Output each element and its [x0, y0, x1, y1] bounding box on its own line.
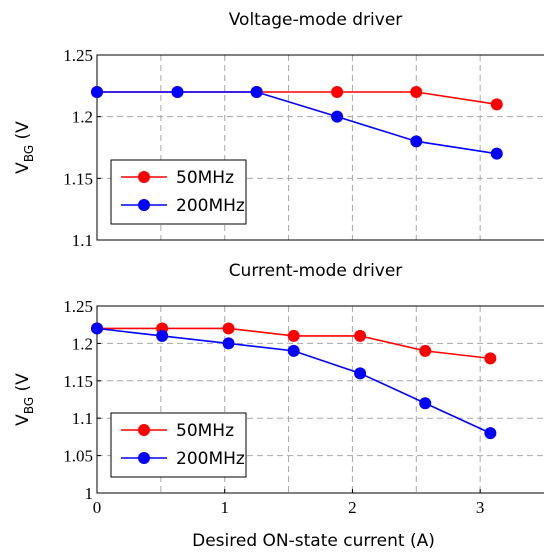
y-axis-label-tail: (V	[13, 121, 33, 145]
plot-frame	[96, 54, 544, 241]
plot-frame	[96, 305, 544, 494]
y-axis-label-main: V	[13, 162, 33, 174]
legend: 50MHz 200MHz	[110, 159, 247, 225]
data-point	[410, 135, 423, 148]
y-axis-label-sub: BG	[22, 145, 36, 162]
legend-box	[110, 159, 247, 225]
data-point	[484, 427, 497, 440]
chart-title: Voltage-mode driver	[229, 10, 403, 30]
data-point	[354, 367, 367, 380]
y-tick-label: 1.1	[72, 409, 93, 428]
y-axis-label-tail: (V	[13, 373, 33, 397]
data-point	[354, 329, 367, 342]
y-tick-label: 1.05	[63, 447, 93, 466]
legend-box	[110, 412, 247, 478]
data-point	[490, 147, 503, 160]
y-tick-label: 1.15	[63, 169, 93, 188]
data-point	[171, 86, 184, 98]
legend-label: 200MHz	[176, 449, 245, 469]
data-point	[222, 322, 235, 335]
series-line-50MHz	[97, 91, 497, 106]
legend: 50MHz 200MHz	[110, 412, 247, 478]
x-tick-label: 2	[348, 498, 357, 517]
data-point	[222, 337, 235, 350]
x-tick-label: 0	[93, 498, 102, 517]
legend-swatch-marker	[138, 171, 150, 183]
legend-label: 50MHz	[176, 421, 234, 441]
data-point	[91, 322, 103, 335]
y-axis-label: VBG (V	[13, 121, 36, 174]
y-tick-label: 1.2	[72, 334, 93, 353]
data-point	[156, 329, 169, 342]
data-point	[91, 86, 103, 98]
legend-swatch-marker	[138, 199, 150, 211]
y-tick-label: 1.25	[63, 46, 93, 65]
data-point	[287, 329, 300, 342]
x-axis-label: Desired ON-state current (A)	[192, 531, 435, 551]
x-tick-label: 3	[476, 498, 485, 517]
legend-swatch-marker	[138, 452, 150, 464]
y-tick-label: 1	[85, 484, 94, 503]
y-axis-label-sub: BG	[22, 397, 36, 414]
y-tick-label: 1.25	[63, 297, 93, 316]
data-point	[287, 344, 300, 357]
y-tick-label: 1.2	[72, 108, 93, 127]
chart-title: Current-mode driver	[229, 261, 403, 281]
data-point	[419, 397, 432, 410]
x-tick-label: 1	[220, 498, 229, 517]
legend-label: 200MHz	[176, 196, 245, 216]
data-point	[331, 110, 344, 123]
data-point	[331, 86, 344, 98]
series-line-200MHz	[97, 91, 497, 155]
data-point	[484, 352, 497, 365]
data-point	[490, 98, 503, 111]
y-tick-label: 1.1	[72, 231, 93, 250]
y-axis-label-main: V	[13, 414, 33, 426]
chart-panel-1: Voltage-mode driver 1.1 1.15 1.2 1.25 VBG (V 5…	[13, 10, 544, 250]
y-tick-label: 1.15	[63, 372, 93, 391]
data-point	[250, 86, 263, 98]
legend-swatch-marker	[138, 424, 150, 436]
y-axis-label: VBG (V	[13, 373, 36, 426]
data-point	[410, 86, 423, 98]
legend-label: 50MHz	[176, 168, 234, 188]
data-point	[419, 344, 432, 357]
